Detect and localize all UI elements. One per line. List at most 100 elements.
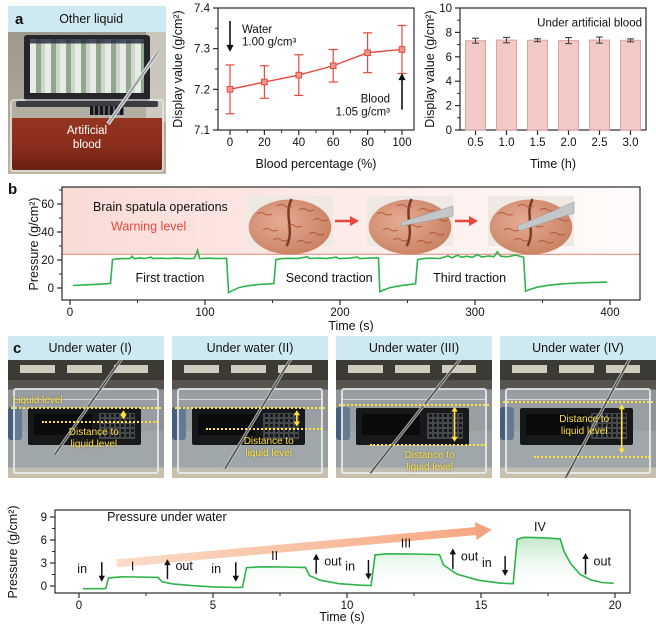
y-tick-label: 0 <box>41 581 47 593</box>
photo-c-image: Distance to liquid level <box>336 360 492 478</box>
instrument-keypad <box>263 412 299 440</box>
x-axis-label: Time (h) <box>530 157 576 171</box>
under-artificial-blood-note: Under artificial blood <box>537 17 642 29</box>
x-tick-label: 3.0 <box>623 137 639 149</box>
traction-label: Second traction <box>286 271 373 285</box>
x-tick-label: 80 <box>361 137 374 149</box>
traction-label: First traction <box>136 271 205 285</box>
laptop-screen <box>30 39 144 93</box>
flow-label: out <box>324 554 342 568</box>
spatula-title: Brain spatula operations <box>93 200 228 214</box>
chart-pressure-under-water: 0 5 10 15 20 0 3 6 9 Time (s) Pressure (g/cm²) Pres… <box>6 505 631 624</box>
distance-label: Distance to liquid level <box>404 449 455 473</box>
brain-photo <box>488 196 575 255</box>
x-axis-label: Time (s) <box>328 319 373 332</box>
photo-c-image: Distance to liquid level <box>172 360 328 478</box>
photo-under-water-3: Under water (III) Distance to liquid level <box>336 336 492 478</box>
probe-rod-overlay <box>106 50 160 126</box>
y-tick-label: 4 <box>446 76 453 88</box>
photo-under-water-4: Under water (IV) Distance to liquid level <box>500 336 656 478</box>
liquid-container <box>10 99 164 172</box>
flow-label: out <box>461 550 479 564</box>
water-density: 1.00 g/cm³ <box>242 36 296 48</box>
distance-line <box>370 443 486 446</box>
y-tick-label: 3 <box>41 558 47 570</box>
x-axis-label: Blood percentage (%) <box>256 157 377 171</box>
x-tick-label: 300 <box>465 307 484 319</box>
x-tick-label: 10 <box>341 600 354 612</box>
office-chair <box>172 407 187 441</box>
pressure-trace <box>83 536 614 590</box>
flow-label: out <box>175 559 193 573</box>
distance-line <box>534 455 650 458</box>
stability-bars <box>465 36 641 131</box>
y-tick-label: 7.4 <box>194 3 211 15</box>
water-annotation: Water <box>242 24 272 36</box>
panel-b-letter: b <box>8 181 18 198</box>
flow-label: in <box>77 562 87 576</box>
ceiling-light <box>348 364 383 373</box>
y-tick-label: 7.1 <box>194 125 210 137</box>
brain-photo <box>247 196 333 255</box>
step-label: I <box>131 560 134 574</box>
liquid-level-line <box>503 401 653 404</box>
probe-and-arrow-overlay <box>369 360 462 475</box>
x-tick-label: 1.0 <box>499 137 515 149</box>
photo-a-title: Other liquid <box>59 12 124 26</box>
chart-brain-spatula: 0 100 200 300 400 0 20 40 60 Time (s) Pressure (g/… <box>28 186 641 332</box>
instrument-keypad <box>427 412 463 440</box>
x-tick-label: 0.5 <box>468 137 484 149</box>
y-tick-label: 9 <box>41 512 47 524</box>
ceiling-light <box>67 364 102 373</box>
x-tick-label: 400 <box>600 307 619 319</box>
y-axis-label: Pressure (g/cm²) <box>28 197 41 290</box>
y-tick-label: 8 <box>446 27 452 39</box>
office-chair <box>8 407 23 441</box>
blood-annotation: Blood <box>361 93 390 105</box>
distance-line <box>42 421 158 424</box>
panel-a-letter: a <box>15 10 24 28</box>
photo-c-title: Under water (III) <box>368 341 460 355</box>
step-label: II <box>271 549 278 563</box>
distance-label: Distance to liquid level <box>559 414 610 438</box>
x-tick-label: 1.5 <box>530 137 546 149</box>
y-tick-label: 60 <box>41 199 54 211</box>
flow-label: in <box>345 560 355 574</box>
ceiling-light <box>184 364 219 373</box>
x-tick-label: 0 <box>67 307 73 319</box>
ceiling-light <box>559 364 594 373</box>
liquid-level-label: Liquid level <box>12 395 63 407</box>
photo-c-header: Under water (III) <box>336 336 492 360</box>
photo-c-title: Under water (I) <box>48 341 132 355</box>
liquid-level-line <box>175 407 325 410</box>
photo-c-title: Under water (II) <box>206 341 294 355</box>
photo-a-image: Artificial blood <box>8 32 166 174</box>
photo-a-header: a Other liquid <box>8 6 166 32</box>
photo-c-title: Under water (IV) <box>532 341 624 355</box>
submerged-instrument <box>520 408 633 445</box>
y-axis-label: Display value (g/cm²) <box>171 10 185 127</box>
instrument-display <box>525 414 585 436</box>
traction-label: Third traction <box>433 271 506 285</box>
y-tick-label: 7.2 <box>194 84 210 96</box>
instrument-vent <box>90 106 124 115</box>
photo-c-header: Under water (IV) <box>500 336 656 360</box>
photo-under-water-1: c Under water (I) Liquid level Distance to l… <box>8 336 164 478</box>
distance-line <box>206 428 322 431</box>
x-tick-label: 0 <box>76 600 82 612</box>
liquid-level-line <box>11 407 161 410</box>
ceiling-light <box>20 364 55 373</box>
office-chair <box>500 407 515 441</box>
photo-c-header: c Under water (I) <box>8 336 164 360</box>
x-tick-label: 2.0 <box>561 137 577 149</box>
tank-rim <box>176 398 324 400</box>
tank-rim <box>504 398 652 400</box>
flow-label: out <box>594 554 612 568</box>
x-tick-label: 20 <box>258 137 271 149</box>
probe-and-arrow-overlay <box>53 360 127 456</box>
x-tick-label: 2.5 <box>592 137 608 149</box>
y-tick-label: 10 <box>439 3 452 15</box>
brain-photo <box>367 196 454 255</box>
x-tick-label: 15 <box>475 600 488 612</box>
